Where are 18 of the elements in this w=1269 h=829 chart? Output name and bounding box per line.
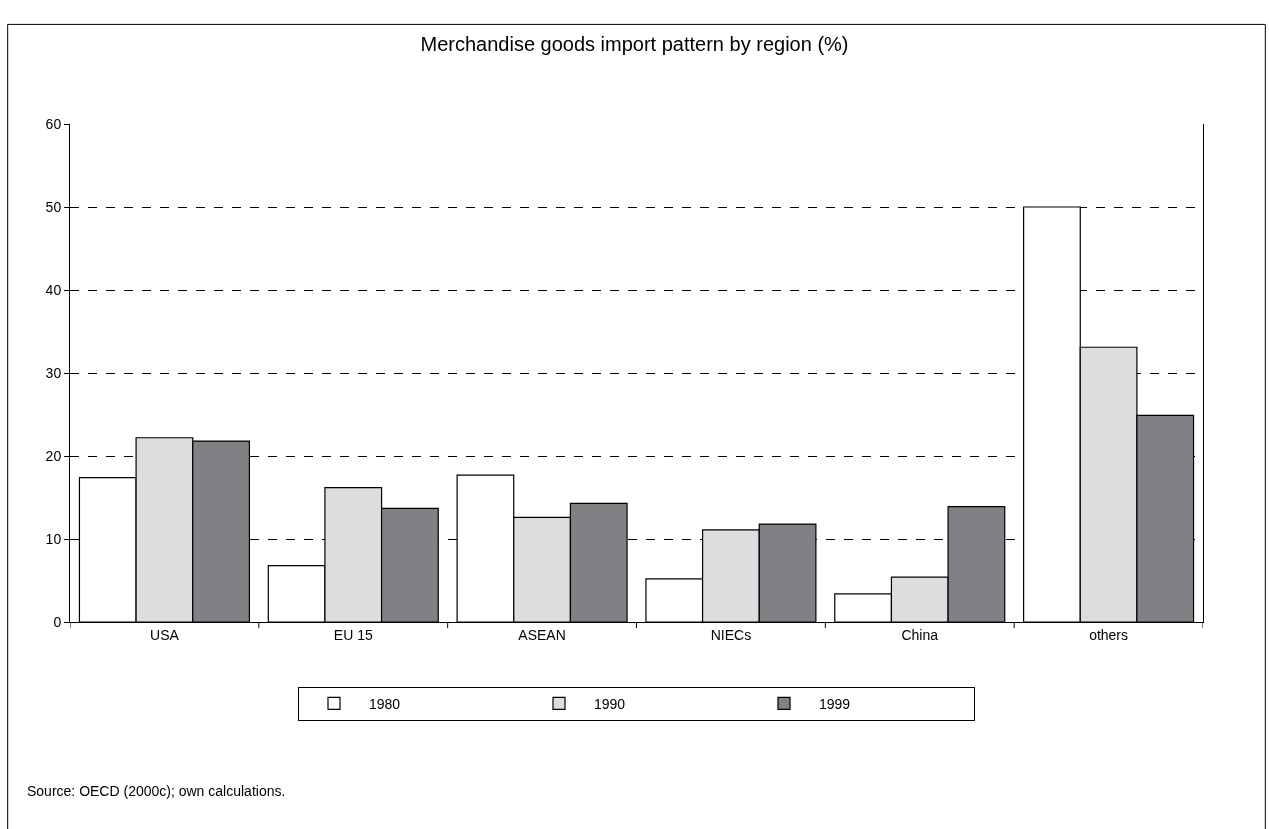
x-tick-label: China (901, 626, 939, 643)
legend-label: 1980 (369, 695, 401, 712)
x-tick-label: EU 15 (333, 626, 373, 643)
chart-title: Merchandise goods import pattern by region (%) (420, 33, 849, 56)
legend-label: 1999 (819, 695, 851, 712)
x-tick-label: others (1089, 626, 1129, 643)
y-tick-label: 0 (53, 613, 62, 630)
x-tick-label: USA (150, 626, 180, 643)
y-tick-label: 60 (45, 115, 62, 132)
legend-label: 1990 (594, 695, 626, 712)
y-tick-label: 20 (45, 447, 62, 464)
y-tick-label: 30 (45, 364, 62, 381)
y-tick-label: 10 (45, 530, 62, 547)
x-tick-label: NIECs (710, 626, 752, 643)
source-note: Source: OECD (2000c); own calculations. (27, 783, 286, 799)
x-tick-label: ASEAN (518, 626, 566, 643)
y-tick-label: 40 (45, 281, 62, 298)
y-tick-label: 50 (45, 198, 62, 215)
